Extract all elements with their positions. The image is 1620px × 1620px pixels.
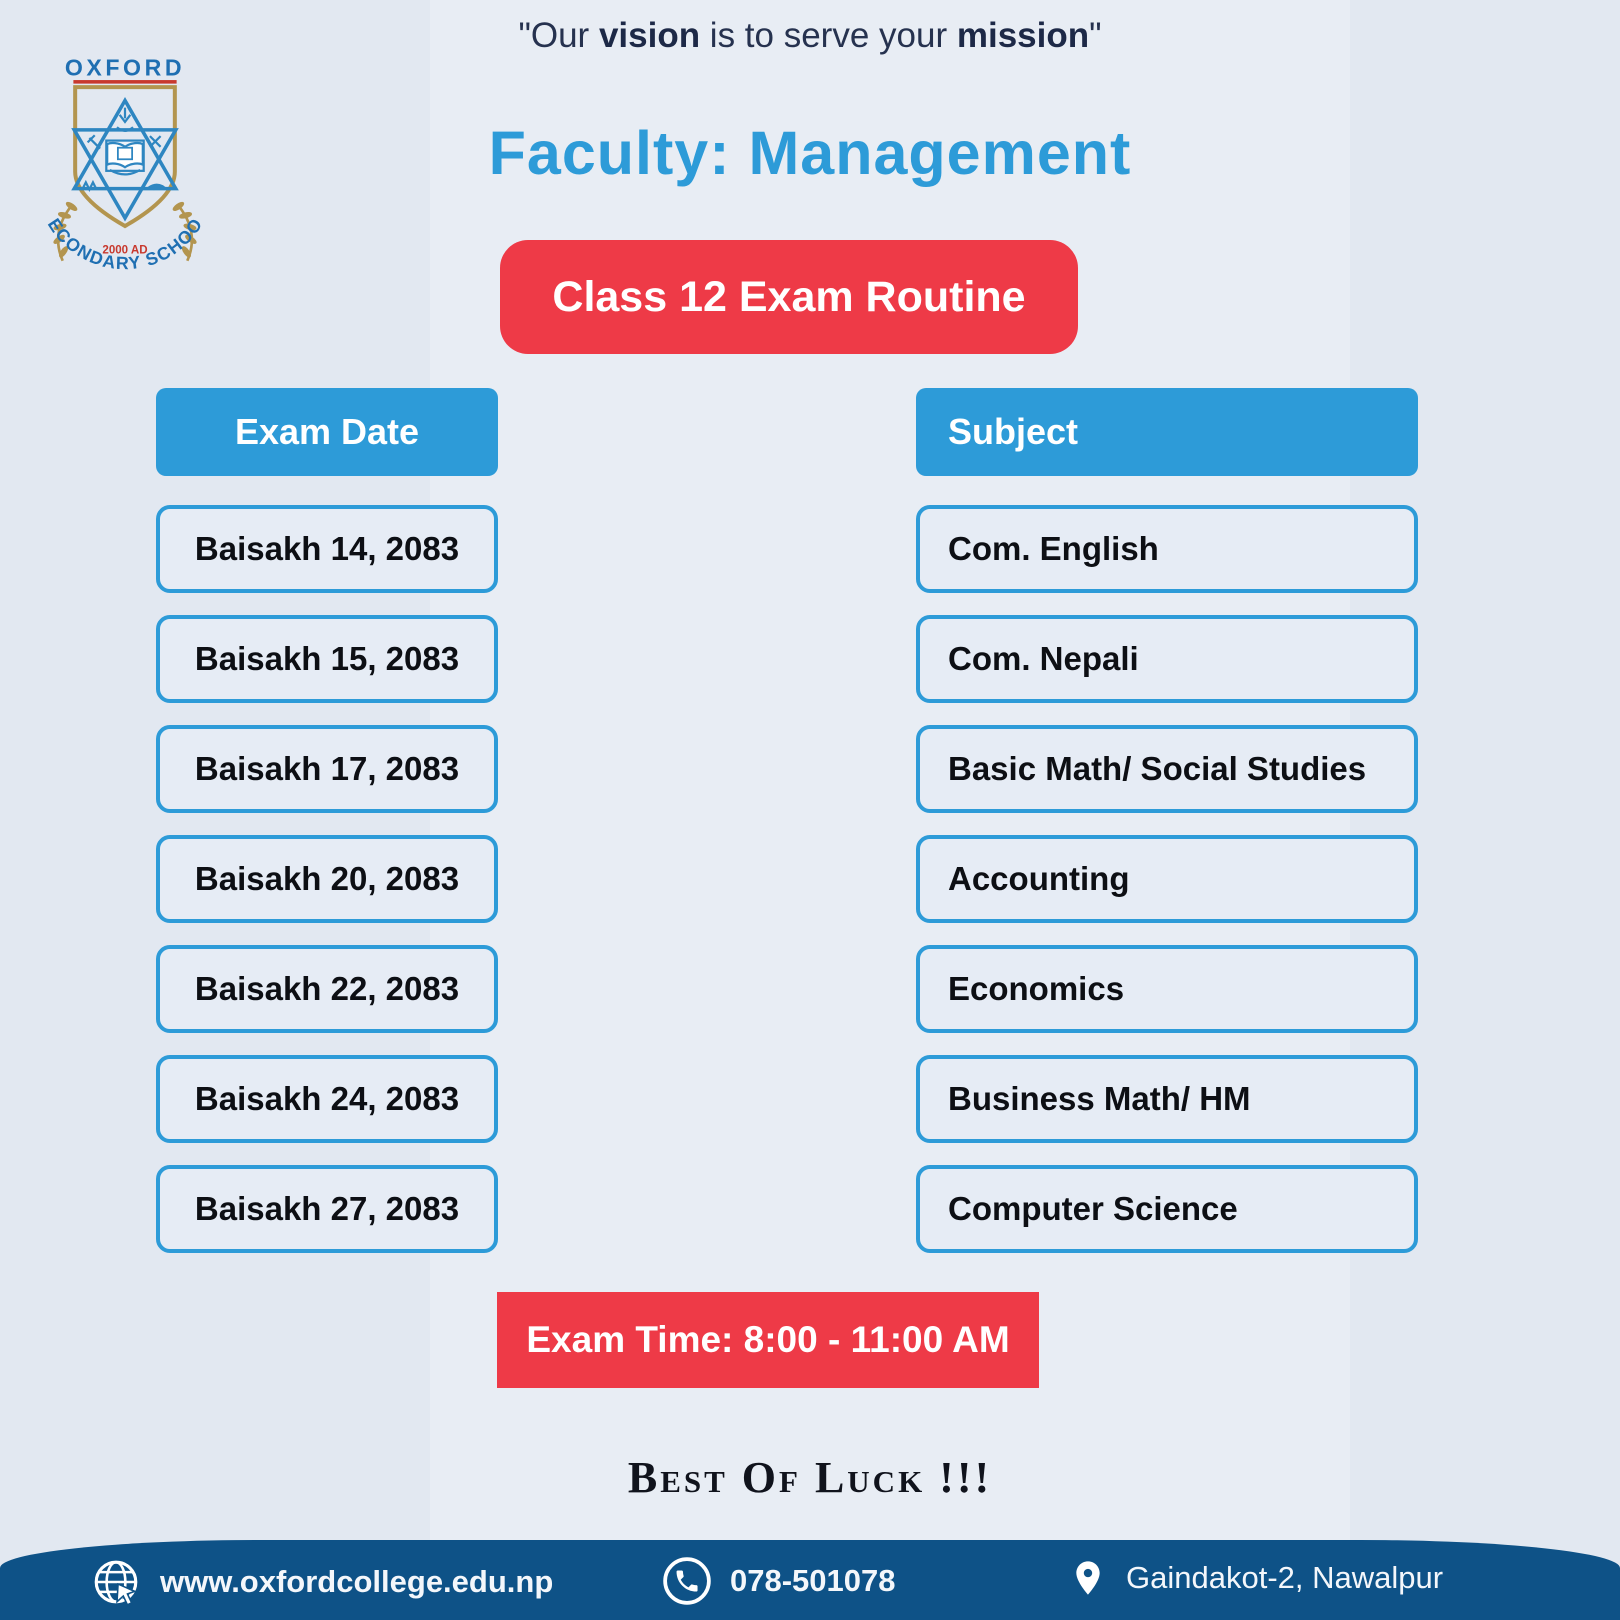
exam-date-cell: Baisakh 24, 2083 [156,1055,498,1143]
school-logo: OXFORD [36,54,205,273]
logo-laurel-right [172,201,197,262]
logo-red-underline [73,80,177,84]
footer-address-text: Gaindakot-2, Nawalpur [1126,1560,1444,1595]
subject-cell: Accounting [916,835,1418,923]
logo-x-icon [149,135,162,148]
quote-bold-vision: vision [598,16,701,55]
logo-laurel-left [53,201,78,262]
footer-phone-text: 078-501078 [730,1563,896,1598]
logo-zigzag-icon [81,179,98,193]
footer-website: www.oxfordcollege.edu.np [90,1556,553,1608]
quote-text: is to serve your [700,16,957,55]
footer-phone: 078-501078 [662,1556,896,1606]
footer-address: Gaindakot-2, Nawalpur [1068,1556,1443,1600]
subject-column-cells: Com. English Com. Nepali Basic Math/ Socia… [916,505,1418,1253]
subject-cell: Economics [916,945,1418,1033]
globe-icon [94,1560,138,1606]
motto-quote: "Our vision is to serve your mission" [0,16,1620,56]
quote-bold-mission: mission [956,16,1090,55]
subject-cell: Com. English [916,505,1418,593]
exam-time-bar: Exam Time: 8:00 - 11:00 AM [497,1292,1039,1388]
logo-plumb-icon [116,107,134,132]
logo-quill-icon [146,183,169,191]
logo-year-text: 2000 AD [102,245,147,257]
subject-cell: Com. Nepali [916,615,1418,703]
phone-icon [663,1557,711,1605]
subject-cell: Business Math/ HM [916,1055,1418,1143]
logo-book-base [109,168,141,176]
subject-cell: Computer Science [916,1165,1418,1253]
exam-date-cell: Baisakh 15, 2083 [156,615,498,703]
exam-date-cell: Baisakh 20, 2083 [156,835,498,923]
page-title: Faculty: Management [488,119,1132,187]
quote-text: " [1089,16,1102,55]
best-of-luck-text: Best Of Luck !!! [627,1453,993,1502]
subject-header: Subject [916,388,1418,476]
quote-text: "Our [518,16,599,55]
logo-book-pages [106,141,144,169]
exam-date-header: Exam Date [156,388,498,476]
exam-date-cell: Baisakh 22, 2083 [156,945,498,1033]
location-pin-icon [1076,1561,1100,1595]
logo-star-up [71,96,179,191]
exam-date-cell: Baisakh 14, 2083 [156,505,498,593]
subject-cell: Basic Math/ Social Studies [916,725,1418,813]
footer-website-text: www.oxfordcollege.edu.np [160,1564,554,1599]
logo-book-page-inner [116,146,134,161]
exam-date-cell: Baisakh 17, 2083 [156,725,498,813]
exam-date-cell: Baisakh 27, 2083 [156,1165,498,1253]
logo-oxford-text: OXFORD [65,55,185,81]
footer-bar: www.oxfordcollege.edu.np 078-501078 Gain… [0,1540,1620,1620]
logo-hammer-icon [86,134,101,150]
routine-badge: Class 12 Exam Routine [500,240,1078,354]
exam-date-column-cells: Baisakh 14, 2083 Baisakh 15, 2083 Baisakh … [156,505,498,1253]
